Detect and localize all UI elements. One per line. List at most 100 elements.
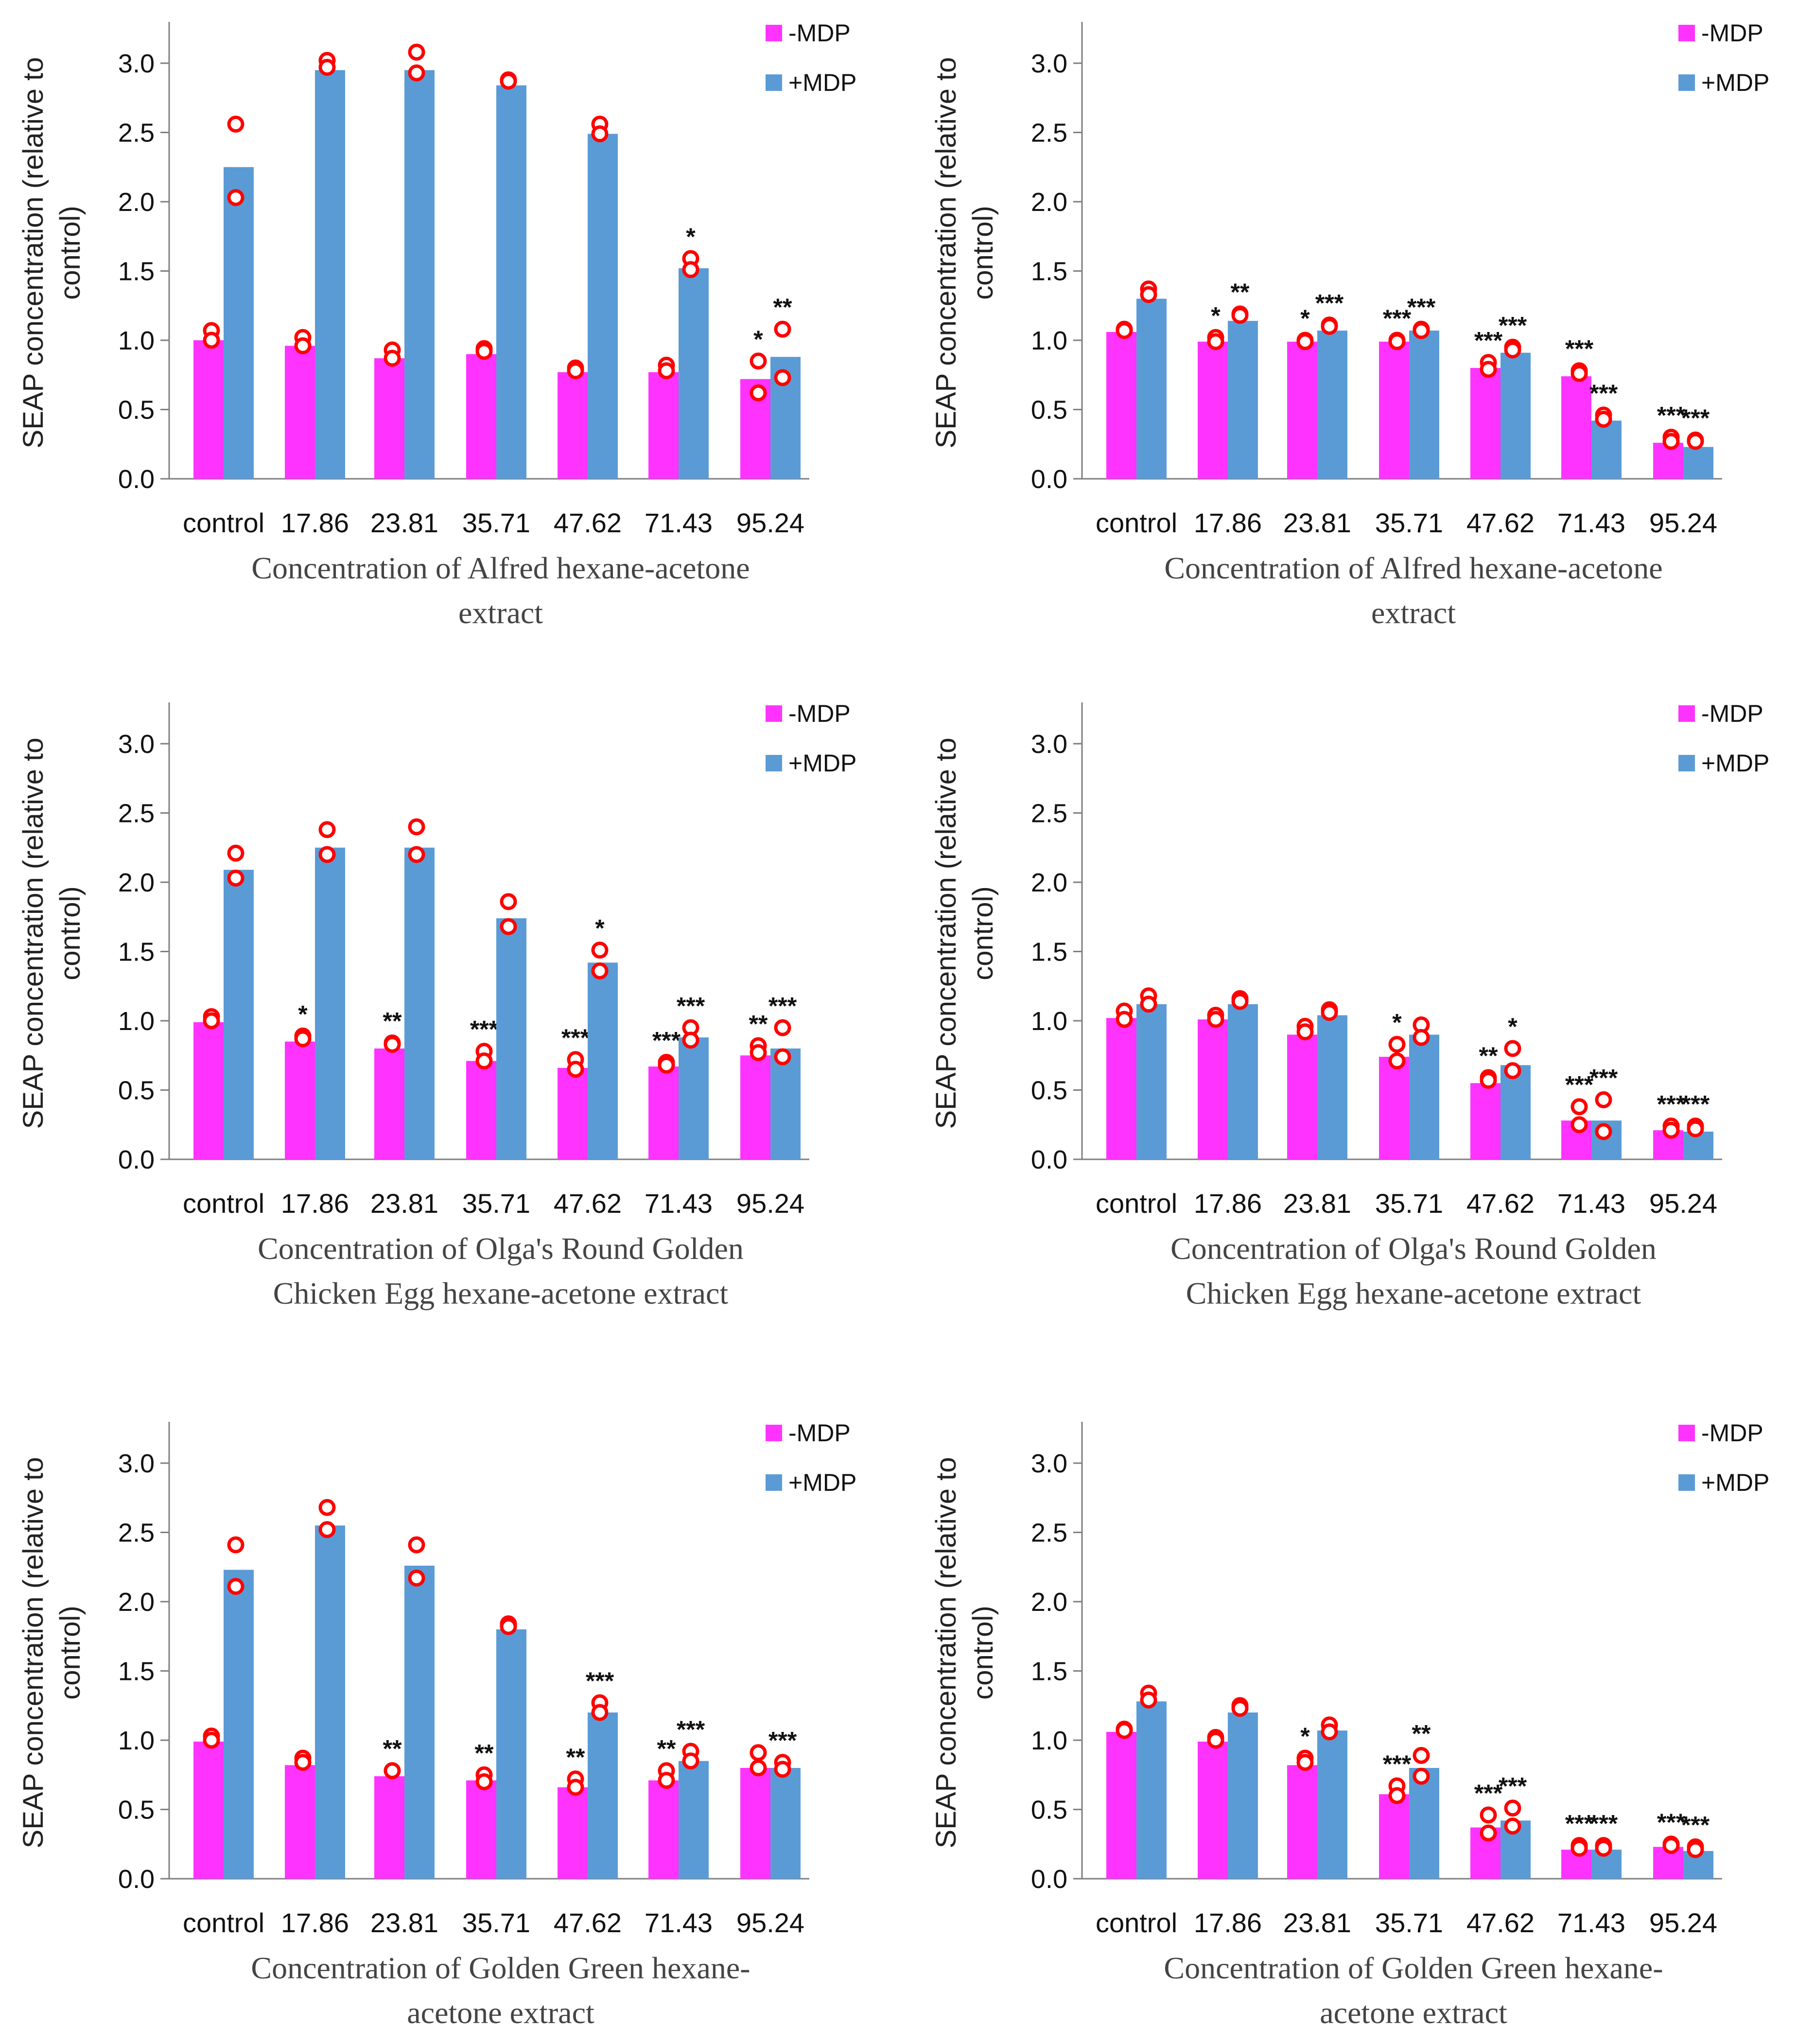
y-tick-label: 1.5	[118, 1657, 155, 1686]
significance-mark: *	[686, 223, 696, 250]
bar-minus-mdp	[193, 1741, 224, 1879]
replicate-point	[1321, 1004, 1338, 1021]
bar-minus-mdp	[1470, 368, 1500, 479]
legend-swatch-minus-mdp	[1678, 25, 1695, 41]
y-tick-label: 0.5	[1031, 1076, 1067, 1105]
y-axis-title: control)	[54, 1606, 86, 1699]
y-tick-label: 1.5	[118, 257, 155, 286]
x-axis-title: Concentration of Olga's Round Golden	[258, 1231, 744, 1266]
bar-minus-mdp	[558, 1067, 588, 1159]
replicate-point	[1116, 1722, 1133, 1739]
x-tick-label: 17.86	[281, 507, 349, 538]
y-tick-label: 1.0	[118, 1007, 155, 1036]
replicate-point	[1595, 410, 1612, 428]
replicate-point	[1480, 1824, 1497, 1842]
replicate-point	[227, 844, 244, 862]
replicate-point	[750, 1044, 767, 1062]
significance-mark: *	[1300, 305, 1310, 332]
y-tick-label: 0.0	[118, 1145, 155, 1174]
significance-mark: **	[1479, 1042, 1498, 1069]
significance-mark: ***	[561, 1024, 590, 1051]
y-tick-label: 1.5	[1031, 938, 1067, 967]
bar-plus-mdp	[224, 870, 254, 1159]
x-tick-label: 71.43	[645, 1188, 713, 1219]
bar-minus-mdp	[648, 1780, 679, 1879]
y-tick-label: 2.0	[118, 1588, 155, 1617]
replicate-point	[774, 369, 791, 386]
significance-mark: ***	[768, 1727, 797, 1754]
replicate-point	[591, 962, 609, 979]
replicate-point	[1570, 1116, 1588, 1134]
replicate-point	[1480, 1806, 1497, 1824]
replicate-point	[408, 818, 425, 836]
bar-plus-mdp	[1228, 321, 1258, 479]
y-tick-label: 1.0	[1031, 1007, 1067, 1036]
replicate-point	[203, 1012, 220, 1030]
replicate-point	[1480, 1072, 1497, 1089]
bar-plus-mdp	[1136, 298, 1167, 479]
bar-minus-mdp	[374, 1776, 404, 1879]
x-tick-label: 23.81	[370, 1907, 438, 1938]
bar-minus-mdp	[1198, 1019, 1228, 1159]
bar-minus-mdp	[466, 1780, 496, 1879]
chart-panel-4: 0.0 0.5 1.0 1.5 2.0 2.5 3.0 control 17.86 23.81 * 3…	[930, 700, 1769, 1310]
x-tick-label: 47.62	[554, 507, 622, 538]
bar-minus-mdp	[1379, 341, 1409, 479]
bar-plus-mdp	[1409, 1768, 1439, 1879]
x-tick-label: 35.71	[462, 507, 530, 538]
significance-mark: *	[1211, 302, 1221, 329]
x-tick-label: 23.81	[1283, 507, 1351, 538]
x-tick-label: 23.81	[1283, 1188, 1351, 1219]
y-tick-label: 2.0	[1031, 188, 1067, 217]
legend-label: -MDP	[1701, 19, 1763, 47]
y-tick-label: 0.0	[1031, 1145, 1067, 1174]
significance-mark: ***	[1565, 335, 1594, 363]
x-axis-title: acetone extract	[407, 1995, 594, 2030]
y-tick-label: 0.5	[118, 396, 155, 425]
y-tick-label: 1.5	[118, 938, 155, 967]
x-tick-label: 47.62	[554, 1188, 622, 1219]
significance-mark: *	[1508, 1013, 1518, 1040]
bar-minus-mdp	[374, 1048, 404, 1159]
significance-mark: ***	[1474, 1780, 1503, 1807]
replicate-point	[591, 125, 609, 142]
x-tick-label: control	[1096, 1907, 1177, 1938]
x-tick-label: 95.24	[736, 1907, 804, 1938]
x-tick-label: 35.71	[1375, 1907, 1443, 1938]
x-tick-label: 95.24	[736, 1188, 804, 1219]
replicate-point	[294, 1030, 312, 1048]
x-tick-label: control	[183, 507, 264, 538]
significance-mark: *	[1300, 1723, 1310, 1750]
legend-swatch-minus-mdp	[766, 1425, 782, 1441]
replicate-point	[318, 59, 336, 76]
bar-plus-mdp	[224, 1570, 254, 1879]
replicate-point	[567, 362, 584, 380]
replicate-point	[774, 1019, 791, 1036]
significance-mark: ***	[1565, 1810, 1594, 1837]
x-tick-label: 17.86	[1194, 1907, 1262, 1938]
replicate-point	[1231, 1699, 1249, 1717]
significance-mark: **	[475, 1739, 494, 1766]
x-tick-label: 71.43	[645, 1907, 713, 1938]
y-tick-label: 0.0	[118, 1865, 155, 1894]
replicate-point	[591, 942, 609, 959]
replicate-point	[1140, 996, 1157, 1013]
bar-plus-mdp	[315, 70, 345, 479]
significance-mark: ***	[586, 1667, 614, 1695]
bar-minus-mdp	[1106, 1731, 1136, 1879]
x-tick-label: 95.24	[1649, 507, 1717, 538]
y-tick-label: 0.5	[118, 1796, 155, 1825]
y-axis-title: SEAP concentration (relative to	[930, 57, 962, 449]
x-tick-label: 71.43	[1557, 1907, 1625, 1938]
y-tick-label: 2.0	[118, 868, 155, 897]
y-tick-label: 3.0	[118, 1449, 155, 1478]
x-tick-label: 71.43	[1557, 507, 1625, 538]
legend-label: -MDP	[1701, 700, 1763, 727]
replicate-point	[318, 821, 336, 839]
significance-mark: ***	[1499, 1773, 1527, 1800]
y-tick-label: 0.5	[118, 1076, 155, 1105]
legend-label: +MDP	[1701, 750, 1769, 777]
replicate-point	[774, 1048, 791, 1066]
significance-mark: ***	[1407, 294, 1436, 321]
replicate-point	[1662, 1837, 1680, 1854]
